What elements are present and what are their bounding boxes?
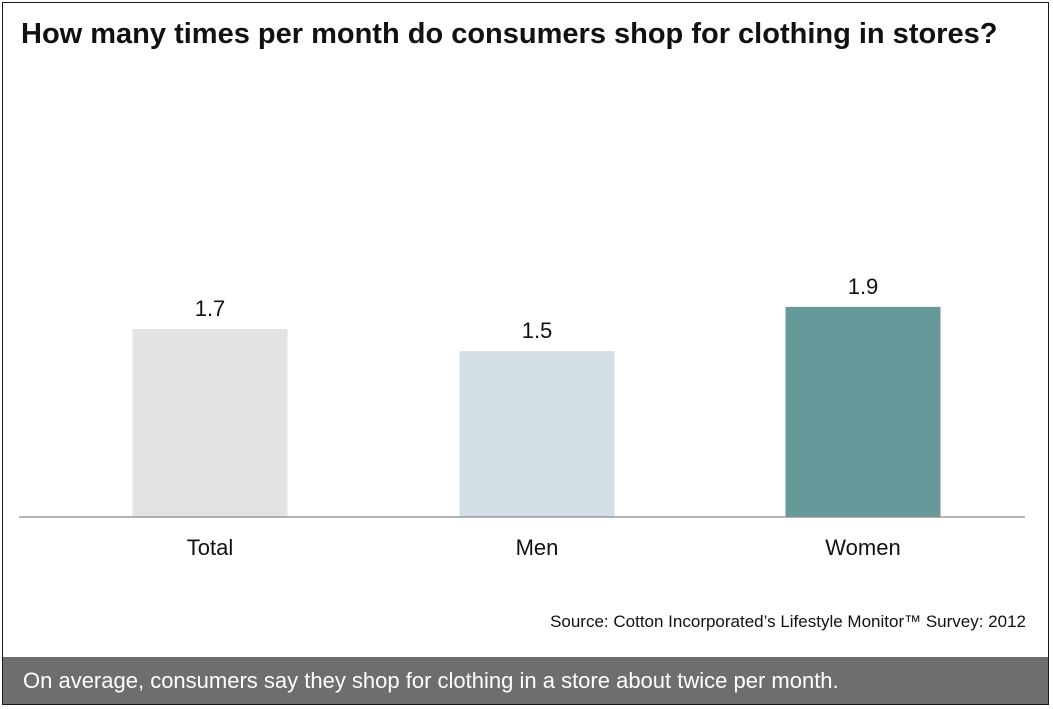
data-label-men: 1.5: [522, 318, 553, 343]
bar-chart: 1.7 Total 1.5 Men 1.9 Women: [19, 274, 1025, 560]
takeaway-banner: On average, consumers say they shop for …: [3, 657, 1048, 704]
bar-total: [132, 329, 288, 517]
bar-men: [459, 351, 615, 517]
source-note: Source: Cotton Incorporated’s Lifestyle …: [550, 612, 1026, 631]
data-label-total: 1.7: [195, 296, 226, 321]
bar-women: [785, 306, 941, 517]
chart-title: How many times per month do consumers sh…: [21, 18, 998, 50]
takeaway-text: On average, consumers say they shop for …: [23, 668, 839, 693]
data-label-women: 1.9: [848, 274, 879, 299]
category-label-men: Men: [516, 535, 559, 560]
category-label-total: Total: [187, 535, 233, 560]
category-label-women: Women: [825, 535, 900, 560]
